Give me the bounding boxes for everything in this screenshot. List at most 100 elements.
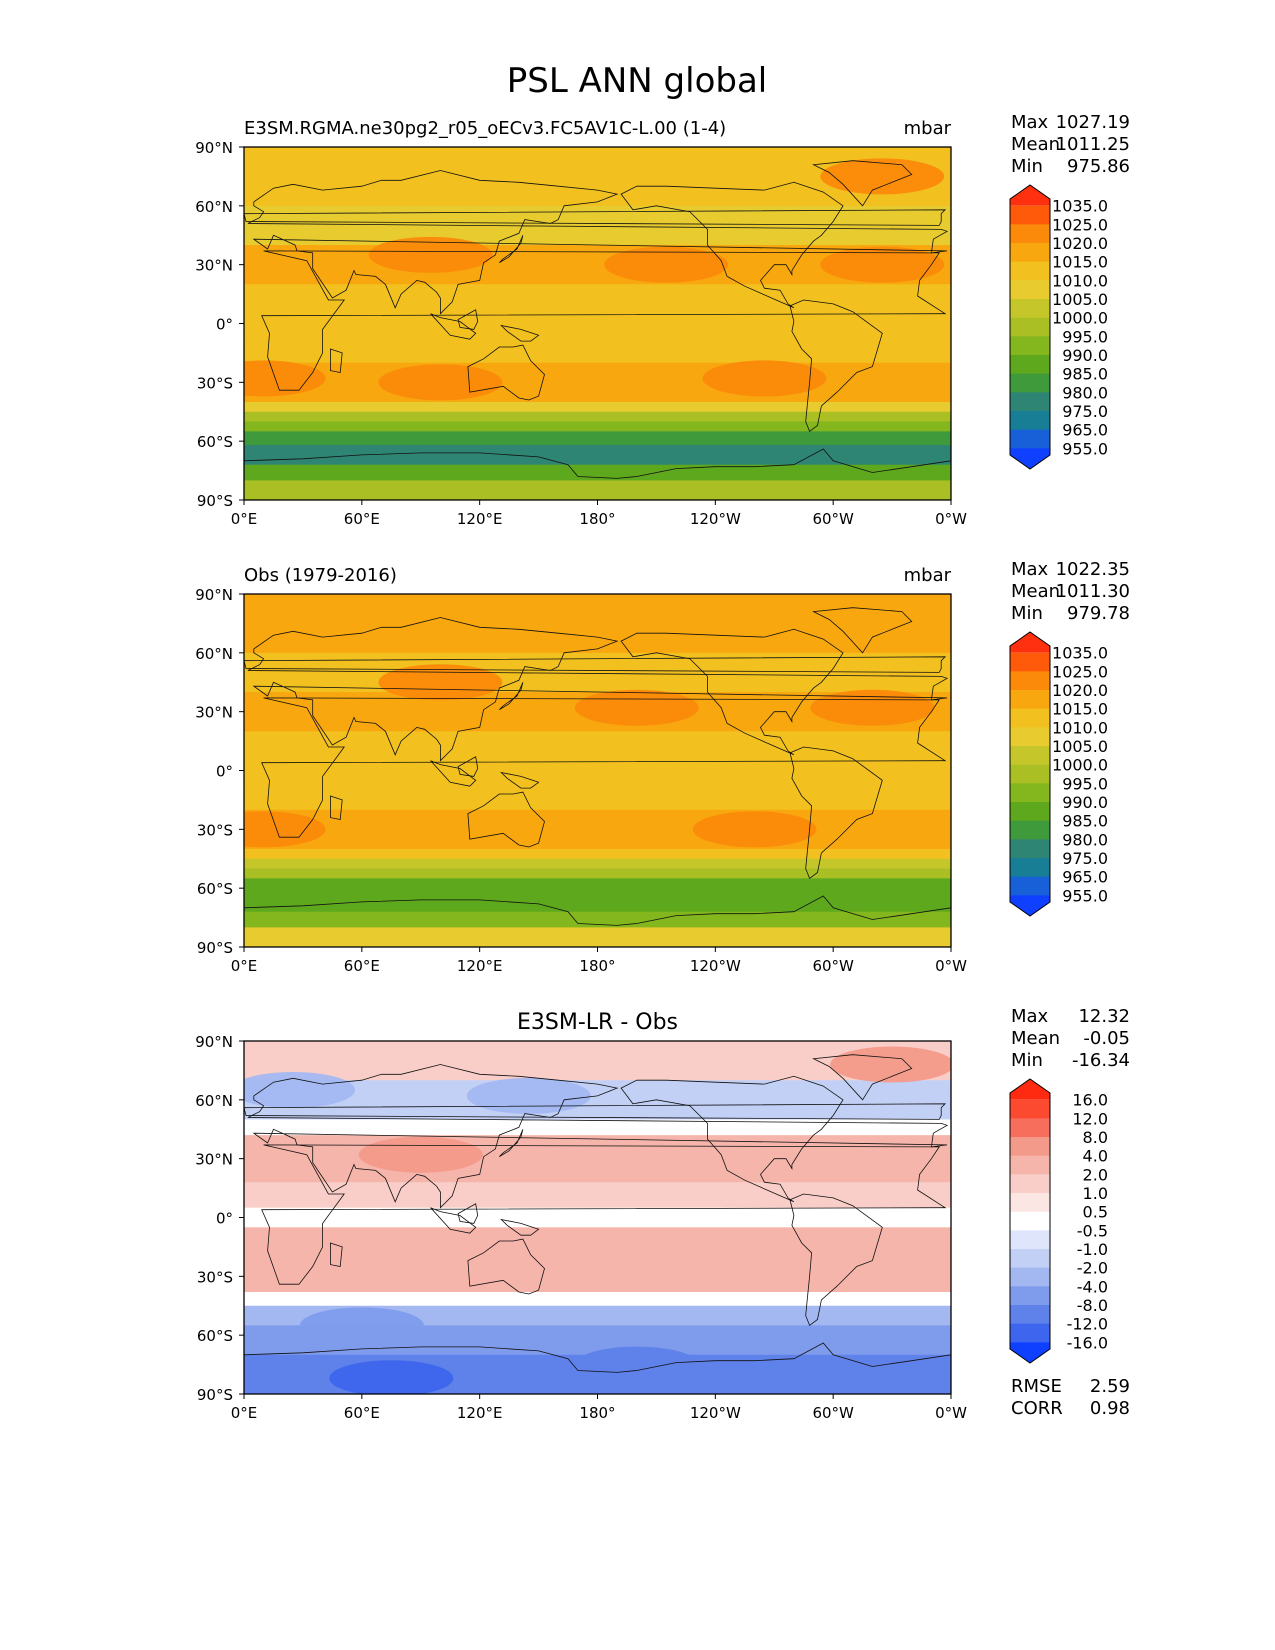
x-tick-label: 0°E: [231, 1404, 258, 1422]
field-centre: [368, 236, 493, 273]
colorbar-swatch: [1010, 764, 1050, 784]
field-layer: [244, 594, 951, 947]
y-tick-label: 60°S: [197, 433, 233, 451]
colorbar-label: 1000.0: [1052, 309, 1108, 328]
field-layer: [244, 1041, 951, 1394]
stat-label: Min: [1011, 1050, 1043, 1071]
coastline: [261, 1144, 947, 1285]
x-tick-label: 0°W: [935, 957, 967, 975]
field-centre: [358, 1136, 483, 1173]
field-band: [244, 731, 951, 772]
x-tick-label: 120°E: [457, 957, 503, 975]
x-tick-label: 60°E: [344, 957, 380, 975]
colorbar-label: 4.0: [1083, 1147, 1108, 1166]
colorbar-label: 985.0: [1062, 365, 1108, 384]
panel-title: E3SM-LR - Obs: [517, 1010, 678, 1035]
colorbar-swatch: [1010, 1286, 1050, 1306]
colorbar-swatch: [1010, 224, 1050, 244]
colorbar-swatch: [1010, 1230, 1050, 1250]
colorbar-label: -16.0: [1067, 1333, 1108, 1352]
coastline: [244, 1103, 947, 1120]
extra-stat-label: CORR: [1011, 1398, 1063, 1419]
colorbar-outline: [1009, 631, 1051, 917]
field-band: [244, 848, 951, 860]
colorbar-label: 12.0: [1072, 1109, 1108, 1128]
colorbar-label: 955.0: [1062, 886, 1108, 905]
coastline: [247, 1064, 949, 1209]
y-tick-label: 30°S: [197, 821, 233, 839]
coastline: [261, 250, 947, 391]
colorbar-swatch: [1010, 1174, 1050, 1194]
coastline: [467, 1238, 545, 1295]
field-centre: [820, 158, 945, 195]
colorbar-swatch: [1010, 205, 1050, 225]
stat-value: 1011.25: [1056, 134, 1130, 155]
coastline: [247, 170, 949, 315]
coastline: [244, 1342, 951, 1394]
colorbar-swatch: [1010, 373, 1050, 393]
y-tick-label: 60°N: [195, 645, 233, 663]
colorbar-label: 965.0: [1062, 421, 1108, 440]
map-panel-1: 0°E 60°E 120°E 180° 120°W 60°W 0°W 90°N 60°N 30°N…: [195, 112, 1130, 528]
colorbar-label: 1020.0: [1052, 681, 1108, 700]
stat-label: Max: [1011, 1006, 1049, 1027]
coastline: [500, 771, 540, 789]
colorbar-swatch: [1010, 858, 1050, 878]
colorbar-outline: [1009, 1078, 1051, 1364]
field-centre: [820, 246, 945, 283]
stat-value: 1011.30: [1056, 581, 1130, 602]
coastline: [430, 1207, 477, 1234]
field-band: [244, 284, 951, 325]
colorbar-label: 0.5: [1083, 1203, 1108, 1222]
colorbar-label: 995.0: [1062, 327, 1108, 346]
field-band: [244, 343, 951, 364]
x-tick-label: 120°E: [457, 1404, 503, 1422]
field-band: [244, 652, 951, 693]
field-band: [244, 411, 951, 423]
y-tick-label: 30°N: [195, 1151, 233, 1169]
colorbar-label: 1005.0: [1052, 290, 1108, 309]
extra-stat-value: 0.98: [1090, 1398, 1130, 1419]
stat-value: -0.05: [1083, 1028, 1130, 1049]
colorbar-extend-max: [1010, 632, 1050, 653]
extra-stat-label: RMSE: [1011, 1376, 1062, 1397]
field-band: [244, 858, 951, 870]
x-tick-label: 120°W: [690, 1404, 741, 1422]
colorbar-swatch: [1010, 411, 1050, 431]
field-centre: [574, 689, 699, 726]
coastline: [500, 1218, 540, 1236]
x-tick-label: 60°E: [344, 1404, 380, 1422]
colorbar-extend-min: [1010, 895, 1050, 916]
colorbar-label: 1010.0: [1052, 718, 1108, 737]
stat-label: Mean: [1011, 134, 1060, 155]
field-band: [244, 1227, 951, 1293]
colorbar-swatch: [1010, 355, 1050, 375]
colorbar-swatch: [1010, 299, 1050, 319]
field-band: [244, 927, 951, 947]
extra-stat-value: 2.59: [1090, 1376, 1130, 1397]
stat-label: Min: [1011, 156, 1043, 177]
colorbar-swatch: [1010, 392, 1050, 412]
panel-units: mbar: [904, 565, 952, 586]
x-tick-label: 180°: [579, 510, 615, 528]
field-layer: [244, 147, 951, 500]
figure-title: PSL ANN global: [507, 61, 767, 101]
colorbar-swatch: [1010, 839, 1050, 859]
y-tick-label: 60°S: [197, 1327, 233, 1345]
x-tick-label: 60°W: [812, 957, 854, 975]
field-band: [244, 1135, 951, 1183]
field-centre: [692, 811, 817, 848]
colorbar-extend-min: [1010, 1342, 1050, 1363]
colorbar-label: 2.0: [1083, 1165, 1108, 1184]
coastline: [789, 746, 883, 880]
colorbar-swatch: [1010, 1155, 1050, 1175]
field-band: [244, 594, 951, 654]
y-tick-label: 30°N: [195, 257, 233, 275]
colorbar-label: 975.0: [1062, 402, 1108, 421]
y-tick-label: 60°S: [197, 880, 233, 898]
coastline: [499, 1129, 524, 1158]
x-tick-label: 120°W: [690, 510, 741, 528]
field-band: [244, 1080, 951, 1121]
colorbar-label: -12.0: [1067, 1315, 1108, 1334]
